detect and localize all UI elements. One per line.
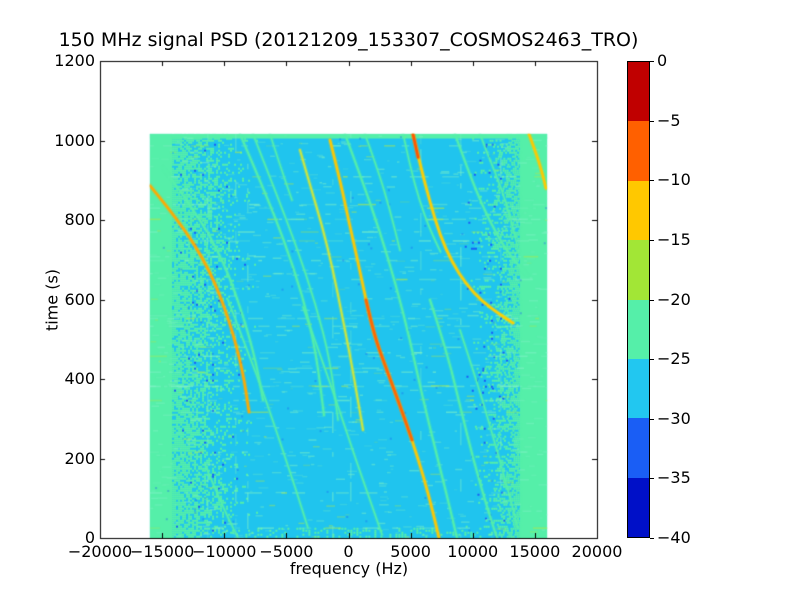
- colorbar: [627, 61, 650, 538]
- colorbar-tick-label: −40: [657, 528, 691, 547]
- x-tick-label: 15000: [509, 542, 561, 561]
- colorbar-band: [628, 121, 649, 181]
- colorbar-band: [628, 62, 649, 122]
- y-tick-label: 600: [64, 289, 95, 309]
- colorbar-tick-label: −20: [657, 289, 691, 309]
- x-tick-label: 20000: [571, 542, 623, 561]
- colorbar-tick-mark: [650, 239, 654, 241]
- colorbar-band: [628, 240, 649, 300]
- colorbar-band: [628, 180, 649, 241]
- x-tick-label: −15000: [129, 542, 195, 561]
- colorbar-band: [628, 299, 649, 359]
- x-tick-label: 0: [343, 542, 354, 561]
- x-tick-label: 5000: [390, 542, 431, 561]
- colorbar-band: [628, 477, 649, 537]
- y-tick-label: 1200: [54, 51, 95, 70]
- colorbar-tick-mark: [650, 120, 654, 122]
- y-tick-label: 800: [64, 210, 95, 229]
- colorbar-tick-mark: [650, 478, 654, 480]
- x-tick-label: −10000: [192, 542, 257, 561]
- colorbar-tick-label: −5: [657, 110, 681, 130]
- y-tick-label: 1000: [54, 130, 95, 150]
- colorbar-tick-label: −10: [657, 170, 691, 190]
- colorbar-tick-label: 0: [657, 51, 668, 70]
- colorbar-band: [628, 418, 649, 478]
- colorbar-tick-mark: [650, 299, 654, 301]
- colorbar-tick-mark: [650, 418, 654, 420]
- x-tick-label: −20000: [67, 542, 133, 561]
- y-tick-label: 0: [84, 528, 95, 547]
- y-tick-label: 200: [64, 448, 95, 468]
- colorbar-tick-label: −15: [657, 229, 691, 249]
- colorbar-tick-label: −35: [657, 468, 691, 488]
- y-tick-label: 400: [64, 369, 95, 388]
- colorbar-tick-label: −25: [657, 349, 691, 369]
- colorbar-band: [628, 358, 649, 419]
- colorbar-tick-label: −30: [657, 408, 691, 428]
- x-tick-label: −5000: [259, 542, 314, 561]
- x-axis-label: frequency (Hz): [289, 559, 409, 578]
- x-tick-label: 10000: [447, 542, 499, 561]
- colorbar-tick-mark: [650, 61, 654, 62]
- colorbar-tick-mark: [650, 359, 654, 361]
- plot-title: 150 MHz signal PSD (20121209_153307_COSM…: [58, 29, 639, 51]
- colorbar-tick-mark: [650, 538, 654, 539]
- colorbar-tick-mark: [650, 180, 654, 182]
